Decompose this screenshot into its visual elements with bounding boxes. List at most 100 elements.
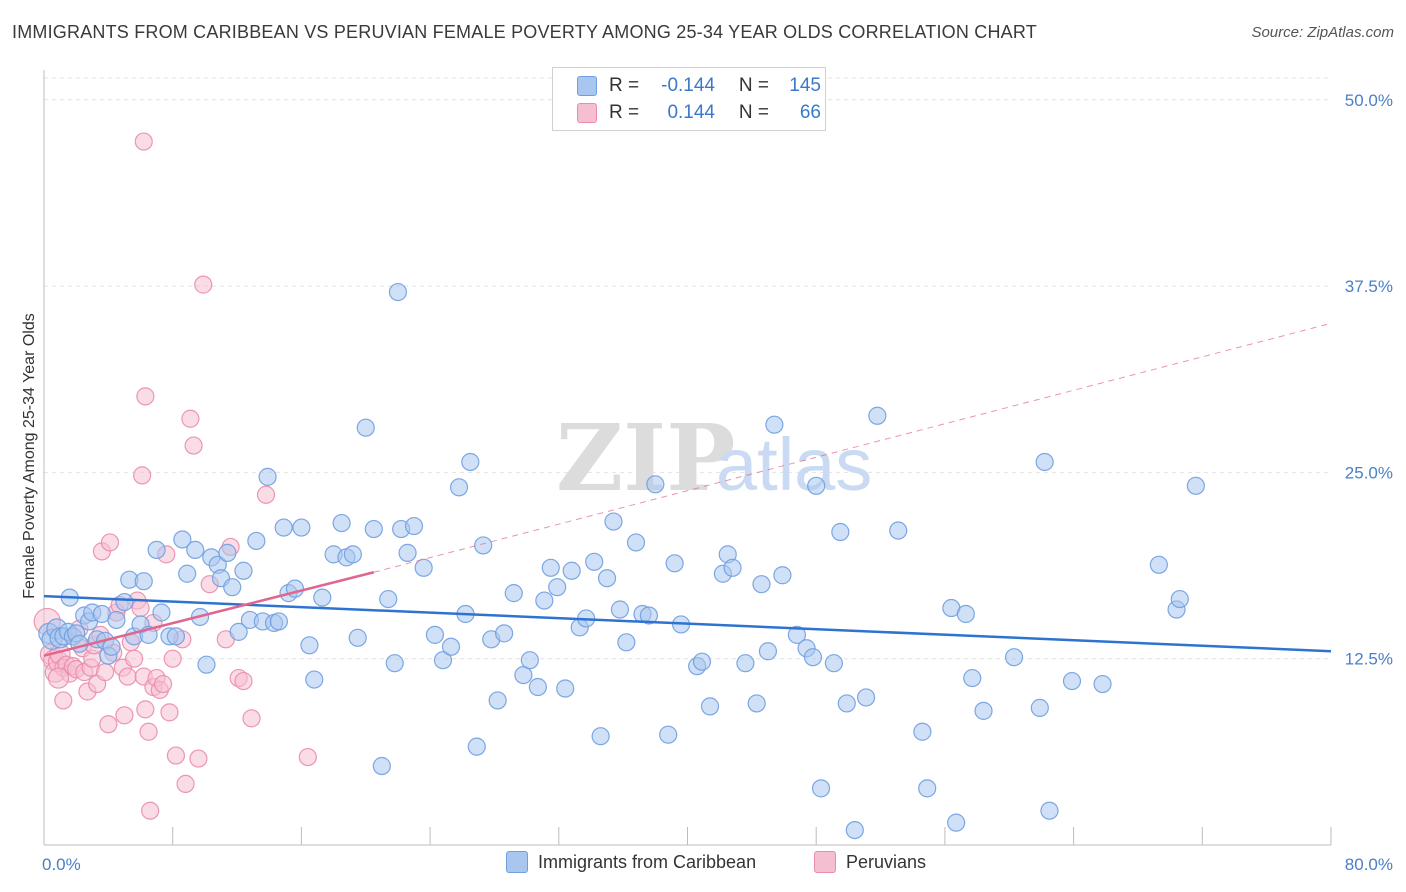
bottom-legend-peruvians: Peruvians (814, 851, 926, 873)
legend-swatch-peruvians (577, 103, 597, 123)
caribbean-point (758, 642, 778, 661)
caribbean-point (736, 654, 755, 673)
peruvian-point (189, 749, 208, 768)
caribbean-point (591, 727, 610, 746)
peruvian-point (298, 747, 317, 767)
caribbean-point (556, 679, 575, 698)
stats-legend: R = -0.144 N = 145 R = 0.144 N = 66 (552, 67, 826, 131)
caribbean-point (178, 564, 197, 583)
caribbean-point (332, 513, 351, 533)
caribbean-point (659, 725, 678, 744)
caribbean-point (474, 536, 493, 555)
caribbean-point (269, 612, 288, 631)
caribbean-point (504, 584, 523, 603)
legend-row-caribbean: R = -0.144 N = 145 (553, 73, 821, 99)
peruvian-point (136, 700, 155, 719)
peruvian-point (99, 715, 118, 734)
caribbean-point (313, 588, 332, 607)
peruvian-point (124, 649, 144, 668)
caribbean-point (617, 633, 636, 652)
caribbean-point (115, 592, 134, 612)
caribbean-point (449, 478, 469, 497)
legend-n-value: 145 (789, 75, 821, 96)
caribbean-point (433, 651, 453, 670)
bottom-legend-caribbean: Immigrants from Caribbean (506, 851, 756, 873)
caribbean-point (1093, 674, 1112, 694)
caribbean-point (274, 518, 293, 537)
legend-row-peruvians: R = 0.144 N = 66 (553, 100, 821, 126)
caribbean-point (803, 648, 823, 667)
peruvian-point (242, 709, 261, 728)
peruvian-point (141, 801, 160, 820)
caribbean-point (364, 519, 383, 539)
caribbean-point (868, 406, 887, 425)
legend-n-value: 66 (799, 102, 821, 123)
caribbean-point (258, 467, 277, 486)
caribbean-point (913, 722, 932, 741)
caribbean-point (348, 628, 367, 647)
caribbean-point (404, 516, 424, 536)
caribbean-point (541, 558, 560, 577)
chart-source: Source: ZipAtlas.com (1251, 24, 1394, 41)
caribbean-point (807, 476, 826, 495)
peruvian-point (256, 485, 276, 504)
tick-labels-layer: 12.5% 25.0% 37.5% 50.0% 0.0% 80.0% (42, 91, 1393, 874)
peruvian-point (139, 722, 158, 741)
caribbean-point (692, 652, 712, 671)
caribbean-point (247, 531, 266, 551)
peruvian-point (160, 703, 179, 722)
caribbean-point (234, 561, 253, 580)
caribbean-point (963, 668, 982, 688)
caribbean-point (1040, 801, 1059, 820)
caribbean-point (305, 670, 324, 689)
caribbean-point (152, 603, 171, 622)
peruvian-point (163, 649, 182, 668)
caribbean-point (134, 572, 153, 591)
peruvian-point (118, 667, 137, 686)
peruvian-point (54, 691, 73, 710)
caribbean-point (562, 561, 581, 580)
caribbean-point (837, 694, 856, 713)
legend-n-label: N = (738, 102, 769, 123)
bottom-legend-label-caribbean: Immigrants from Caribbean (538, 851, 757, 872)
caribbean-point (379, 589, 398, 609)
bottom-legend-swatch-caribbean (506, 851, 528, 873)
caribbean-point (467, 737, 486, 756)
caribbean-point (597, 569, 617, 588)
caribbean-point (811, 779, 831, 798)
watermark-atlas: atlas (716, 423, 872, 506)
caribbean-point (1004, 648, 1024, 667)
peruvian-point (96, 663, 115, 682)
caribbean-point (372, 756, 391, 776)
caribbean-point (343, 545, 362, 564)
trend-layer (43, 322, 1332, 657)
caribbean-point (773, 566, 792, 585)
peruvian-point (134, 132, 153, 151)
caribbean-point (166, 627, 186, 646)
caribbean-point (300, 636, 319, 655)
watermark-zip: ZIP (556, 404, 735, 512)
caribbean-point (488, 691, 507, 710)
caribbean-point (197, 655, 216, 674)
peruvian-point (184, 436, 203, 455)
peruvian-point (234, 671, 253, 691)
caribbean-point (787, 625, 806, 644)
x-tick-label: 0.0% (42, 855, 81, 874)
axes-layer (43, 70, 1332, 846)
y-tick-label: 12.5% (1345, 650, 1393, 669)
chart-title: IMMIGRANTS FROM CARIBBEAN VS PERUVIAN FE… (12, 22, 1037, 42)
caribbean-point (845, 820, 864, 840)
caribbean-point (495, 624, 514, 643)
caribbean-point (747, 694, 766, 713)
caribbean-point (646, 475, 665, 494)
caribbean-point (385, 654, 404, 673)
peruvian-trend-line (43, 571, 375, 657)
caribbean-point (548, 578, 567, 597)
caribbean-point (752, 575, 771, 594)
peruvian-point (194, 275, 213, 294)
caribbean-point (956, 604, 975, 624)
y-axis-title: Female Poverty Among 25-34 Year Olds (21, 313, 38, 599)
peruvian-point (166, 746, 186, 765)
caribbean-point (356, 418, 375, 437)
